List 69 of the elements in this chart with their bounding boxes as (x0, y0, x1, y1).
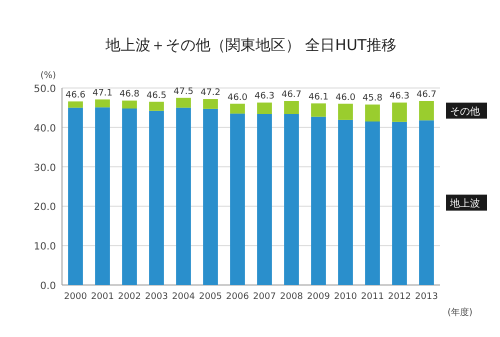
y-tick-label: 0.0 (40, 281, 56, 292)
y-tick-label: 20.0 (34, 202, 56, 214)
x-axis-title: (年度) (447, 307, 473, 318)
bar (365, 104, 380, 122)
x-tick-label: 2002 (118, 292, 141, 302)
series-label: その他 (450, 106, 480, 118)
x-tick-label: 2008 (280, 292, 304, 302)
total-label: 46.6 (65, 90, 86, 100)
total-label: 46.0 (227, 92, 248, 103)
x-tick-label: 2004 (172, 292, 196, 302)
bar (392, 122, 407, 285)
total-label: 46.3 (389, 92, 410, 102)
bar (311, 116, 326, 285)
x-tick-label: 2012 (388, 292, 411, 302)
series-label: その他 (446, 102, 487, 119)
title: 地上波＋その他（関東地区） 全日HUT推移 (105, 36, 397, 54)
x-tick-label: 2009 (307, 292, 330, 302)
bar (149, 110, 164, 285)
x-tick-label: 2000 (64, 292, 88, 302)
total-label: 46.1 (308, 92, 329, 102)
total-label: 46.3 (254, 92, 275, 102)
total-label: 46.5 (146, 90, 167, 101)
y-axis-title: (%) (40, 71, 56, 81)
bar (284, 101, 299, 114)
series-label: 地上波 (446, 194, 487, 211)
x-tick-label: 2001 (91, 292, 114, 302)
bar (203, 108, 218, 285)
bar (419, 101, 434, 120)
bar (176, 108, 191, 285)
x-tick-label: 2013 (415, 292, 438, 302)
bar (68, 101, 83, 108)
x-tick-label: 2006 (226, 292, 250, 302)
bar (203, 99, 218, 109)
total-label: 46.7 (416, 90, 437, 100)
x-tick-label: 2005 (199, 292, 222, 302)
y-tick-label: 40.0 (34, 123, 56, 134)
x-tick-label: 2003 (145, 292, 168, 302)
total-label: 46.7 (281, 90, 302, 100)
bar (149, 102, 164, 111)
bar (284, 114, 299, 285)
bar (338, 120, 353, 285)
y-tick-label: 30.0 (34, 162, 56, 174)
y-tick-label: 10.0 (34, 242, 56, 253)
total-label: 45.8 (362, 94, 383, 104)
bar (230, 114, 245, 285)
bar (122, 108, 137, 285)
bar (176, 98, 191, 108)
x-tick-label: 2010 (334, 292, 358, 302)
total-label: 47.1 (92, 88, 113, 98)
bar (392, 102, 407, 122)
bar (365, 121, 380, 285)
bar (257, 114, 272, 285)
y-tick-label: 50.0 (34, 84, 56, 95)
bar (230, 104, 245, 114)
bar (311, 103, 326, 117)
bar (122, 100, 137, 108)
total-label: 47.5 (173, 86, 194, 97)
x-tick-label: 2007 (253, 292, 276, 302)
bar (95, 99, 110, 108)
series-label: 地上波 (449, 198, 480, 210)
total-label: 46.0 (335, 92, 356, 103)
bar (338, 104, 353, 120)
bar (257, 102, 272, 114)
x-tick-label: 2011 (361, 292, 384, 302)
bar (419, 120, 434, 285)
total-label: 47.2 (200, 88, 221, 98)
total-label: 46.8 (119, 90, 140, 100)
bar (68, 108, 83, 285)
bar (95, 107, 110, 285)
